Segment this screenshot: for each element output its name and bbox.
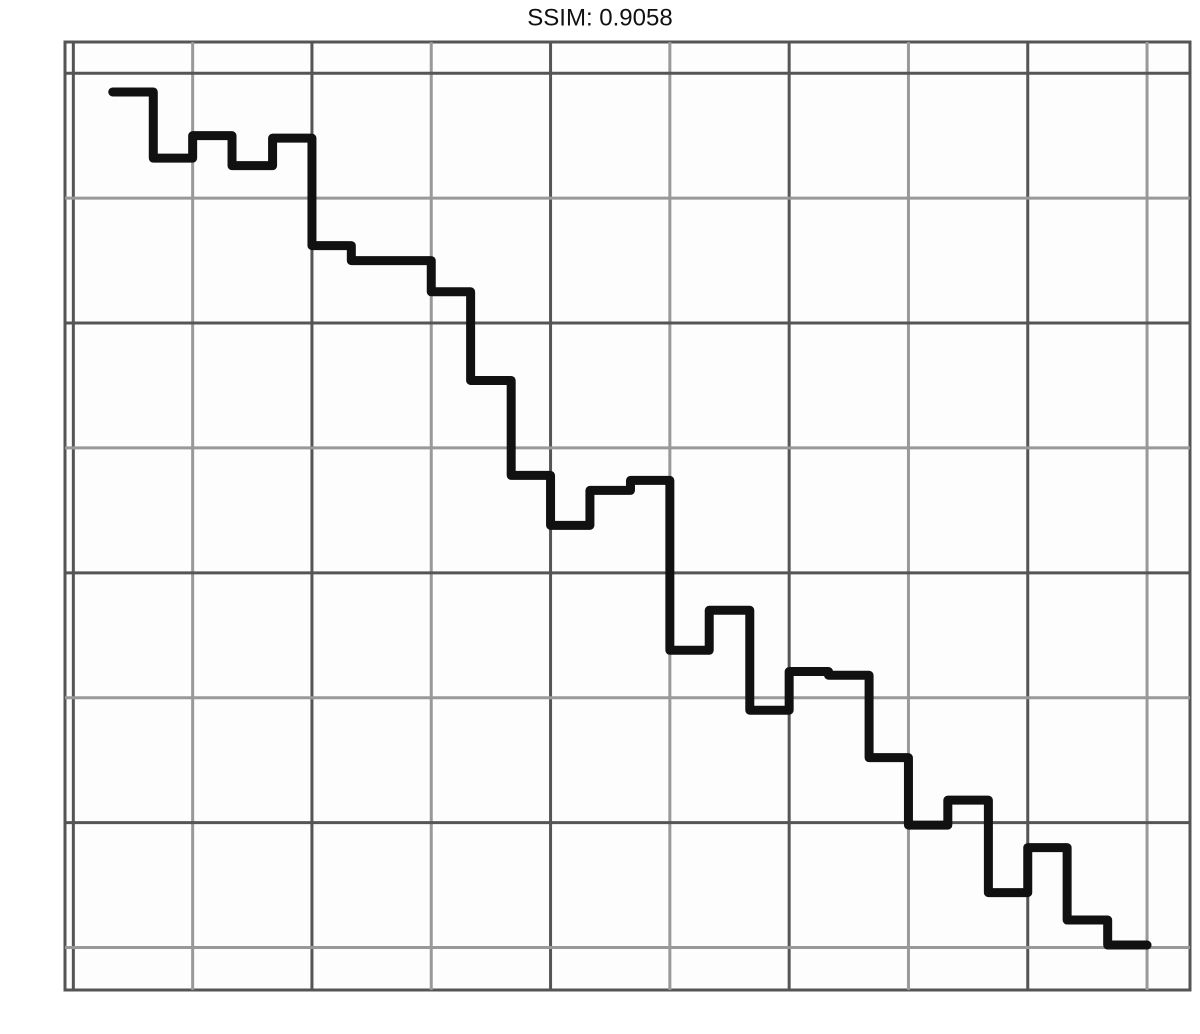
plot-frame — [63, 40, 1192, 992]
step-line — [108, 87, 1152, 950]
chart-title: SSIM: 0.9058 — [527, 4, 672, 31]
